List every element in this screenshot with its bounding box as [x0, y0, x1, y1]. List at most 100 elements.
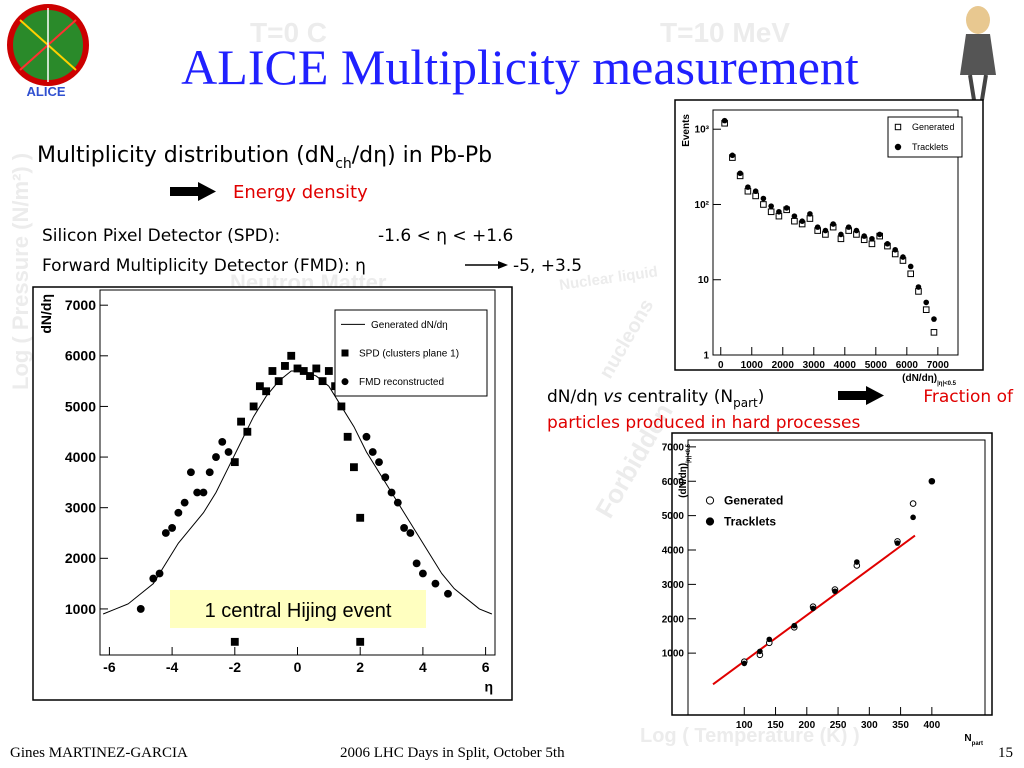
axis-label-sub: |η|<0.5: [686, 443, 692, 463]
axis-label-sub: |η|<0.5: [937, 381, 957, 387]
point: [845, 224, 852, 230]
x-tick-label: 6: [482, 659, 490, 675]
point: [255, 382, 264, 391]
chart: 100 150 200 250 300 350 400 1000 2000 3000 4000 500…: [662, 432, 993, 747]
point: [807, 211, 813, 217]
point: [923, 299, 930, 306]
arrow: [838, 386, 884, 405]
x-axis-label: Npart: [964, 733, 983, 747]
legend-swatch: [341, 349, 349, 357]
heading-text: Multiplicity distribution (dN: [37, 143, 335, 168]
y-tick-label: 10²: [695, 200, 710, 211]
arrow: [465, 261, 508, 269]
point: [791, 213, 798, 219]
point: [387, 488, 396, 497]
point: [318, 377, 327, 386]
point: [783, 205, 790, 211]
x-tick-label: 7000: [927, 360, 950, 371]
y-tick-label: 4000: [662, 546, 685, 557]
legend-label: Generated: [912, 122, 955, 132]
point: [791, 622, 798, 629]
point: [915, 284, 922, 290]
point: [149, 574, 158, 583]
point: [910, 514, 916, 521]
point: [757, 648, 763, 655]
centrality-text: ): [758, 387, 765, 407]
y-tick-label: 1000: [662, 649, 685, 660]
point: [760, 195, 767, 202]
centrality: dN/dη vs centrality (Npart): [547, 387, 764, 410]
y-tick-label: 10: [698, 275, 710, 286]
point: [293, 364, 302, 373]
centrality-text: dN/dη: [547, 387, 603, 407]
point: [766, 636, 773, 643]
point: [400, 524, 409, 532]
legend: [700, 490, 843, 532]
point: [745, 184, 751, 190]
point: [212, 453, 220, 461]
point: [768, 203, 774, 209]
energy-density: Energy density: [233, 182, 368, 203]
x-tick-label: 1000: [741, 360, 764, 371]
y-tick-label: 6000: [65, 348, 96, 364]
axis-label-text: (dN/dη): [902, 373, 937, 384]
legend: [334, 309, 488, 397]
x-tick-label: 2000: [772, 360, 795, 371]
point: [186, 468, 195, 477]
point: [752, 188, 759, 195]
point: [230, 458, 239, 467]
y-tick-label: 4000: [65, 449, 96, 465]
point: [854, 559, 860, 565]
point: [381, 473, 390, 482]
legend-swatch: [341, 378, 349, 386]
point: [830, 221, 836, 227]
point: [418, 569, 427, 578]
point: [721, 117, 728, 124]
point: [136, 605, 145, 613]
footer-event: 2006 LHC Days in Split, October 5th: [340, 745, 565, 761]
watermark-text: T=10 MeV: [660, 17, 790, 48]
point: [767, 208, 775, 216]
point: [324, 367, 333, 375]
plot-area: [687, 439, 986, 716]
point: [931, 316, 937, 322]
logo-text: ALICE: [27, 84, 66, 99]
point: [356, 513, 365, 522]
point: [350, 463, 358, 472]
spd-label: Silicon Pixel Detector (SPD):: [42, 226, 280, 246]
y-axis-label: dN/dη: [38, 294, 54, 334]
point: [343, 432, 352, 441]
axis-label-text: (dN/dη): [678, 463, 689, 498]
point: [205, 468, 214, 477]
fraction: Fraction of: [923, 387, 1014, 407]
point: [274, 377, 283, 386]
point: [729, 152, 736, 159]
y-tick-label: 2000: [65, 550, 96, 566]
point: [869, 235, 875, 242]
legend-swatch: [705, 496, 715, 505]
y-tick-label: 2000: [662, 614, 685, 625]
point: [180, 498, 189, 507]
point: [832, 588, 838, 595]
point: [861, 233, 867, 239]
point: [306, 372, 314, 380]
annotation: 1 central Hijing event: [205, 600, 392, 622]
point: [876, 231, 883, 238]
x-tick-label: -6: [103, 659, 116, 675]
point: [237, 417, 245, 426]
point: [907, 270, 915, 278]
x-tick-label: -2: [229, 659, 242, 675]
point: [299, 367, 308, 375]
page-number: 15: [998, 745, 1013, 761]
point: [922, 306, 930, 313]
point: [243, 427, 252, 436]
charts: -6 -4 -2 0 2 4 61000200030004000500060007000ηd…: [32, 99, 993, 747]
point: [337, 402, 346, 411]
point: [838, 231, 844, 238]
y-tick-label: 6000: [662, 477, 685, 488]
point: [312, 364, 321, 373]
fmd-range: -5, +3.5: [513, 256, 582, 276]
x-tick-label: 4: [419, 659, 427, 675]
watermark-text: T=0 C: [250, 17, 327, 48]
point: [249, 402, 258, 411]
